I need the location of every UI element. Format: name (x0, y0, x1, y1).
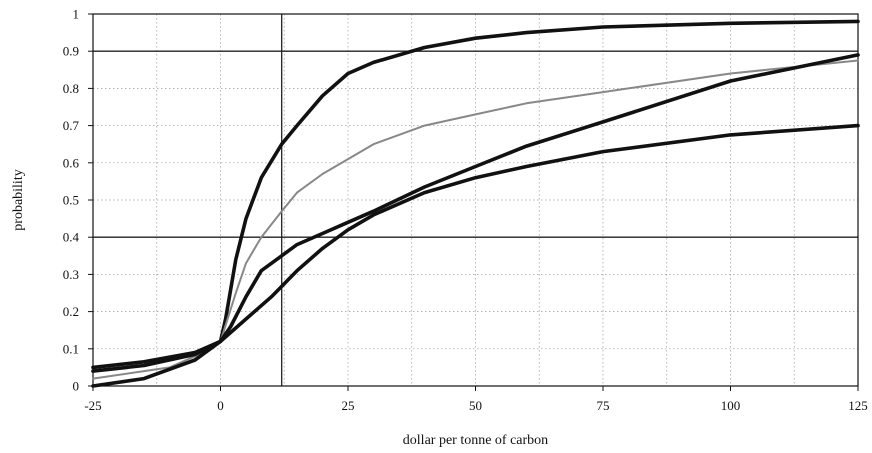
x-tick-label: 50 (469, 398, 482, 413)
x-tick-label: 0 (217, 398, 224, 413)
y-tick-label: 0.6 (63, 155, 80, 170)
y-tick-label: 1 (73, 7, 80, 22)
x-tick-label: 125 (848, 398, 868, 413)
x-tick-label: 100 (721, 398, 741, 413)
y-tick-label: 0.5 (63, 193, 79, 208)
y-tick-label: 0.1 (63, 341, 79, 356)
y-tick-label: 0 (73, 379, 80, 394)
x-axis-ticks: -25 0 25 50 75 100 125 (84, 386, 868, 413)
y-tick-label: 0.2 (63, 304, 79, 319)
reference-lines (93, 14, 858, 386)
grid (93, 14, 858, 386)
y-tick-label: 0.9 (63, 44, 79, 59)
y-tick-label: 0.7 (63, 118, 80, 133)
x-tick-label: 25 (342, 398, 355, 413)
x-tick-label: 75 (597, 398, 610, 413)
x-tick-label: -25 (84, 398, 101, 413)
series-line-4 (91, 123, 860, 388)
y-tick-label: 0.3 (63, 267, 79, 282)
y-axis-ticks: 0 0.1 0.2 0.3 0.4 0.5 0.6 0.7 0.8 0.9 1 (63, 7, 93, 394)
y-tick-label: 0.8 (63, 81, 79, 96)
series-group (91, 19, 860, 388)
y-tick-label: 0.4 (63, 230, 80, 245)
y-axis-title: probability (11, 169, 26, 230)
x-axis-title: dollar per tonne of carbon (403, 433, 548, 448)
